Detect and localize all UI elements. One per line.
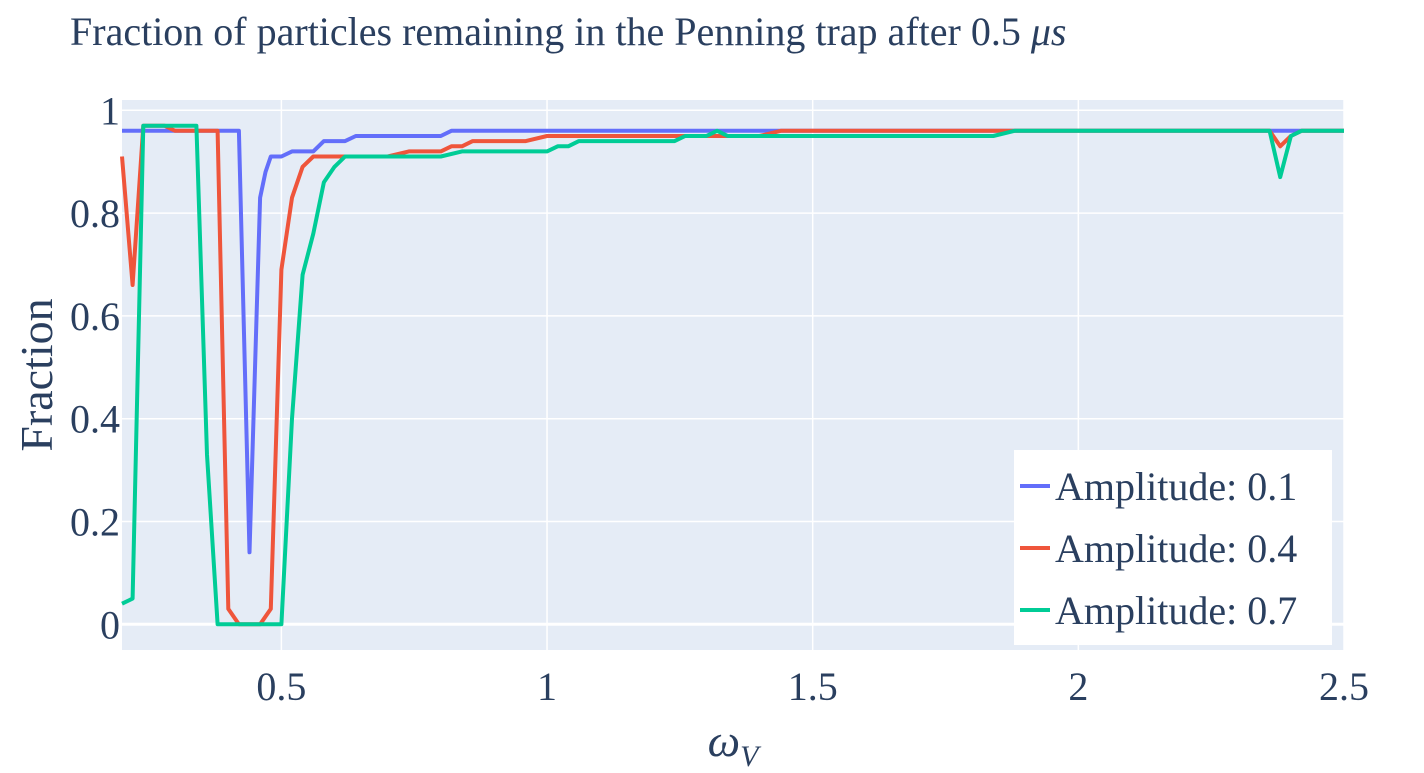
y-axis-ticks: 0 0.2 0.4 0.6 0.8 1: [70, 88, 120, 647]
series-line-3: [121, 123, 1344, 627]
legend-background: [1014, 450, 1332, 645]
y-tick-label: 0.4: [70, 397, 120, 442]
x-axis-ticks: 0.5 1 1.5 2 2.5: [256, 664, 1369, 709]
x-tick-label: 1.5: [788, 664, 838, 709]
y-tick-label: 0: [100, 602, 120, 647]
x-tick-label: 0.5: [256, 664, 306, 709]
y-tick-label: 0.6: [70, 294, 120, 339]
legend: Amplitude: 0.1 Amplitude: 0.4 Amplitude: 0…: [1014, 450, 1332, 645]
x-axis-title-subscript: V: [740, 740, 762, 773]
series-layer: [120, 123, 1344, 627]
chart-title: Fraction of particles remaining in the P…: [70, 9, 1066, 54]
x-tick-label: 1: [537, 664, 557, 709]
x-axis-title: ωV: [708, 715, 762, 773]
legend-label-3: Amplitude: 0.7: [1055, 588, 1297, 633]
y-tick-label: 0.8: [70, 191, 120, 236]
x-tick-label: 2: [1068, 664, 1088, 709]
y-tick-label: 1: [100, 88, 120, 133]
x-tick-label: 2.5: [1319, 664, 1369, 709]
x-axis-title-symbol: ω: [708, 715, 740, 766]
legend-label-2: Amplitude: 0.4: [1055, 526, 1297, 571]
legend-label-1: Amplitude: 0.1: [1055, 464, 1297, 509]
y-tick-label: 0.2: [70, 499, 120, 544]
y-axis-title: Fraction: [11, 298, 62, 451]
